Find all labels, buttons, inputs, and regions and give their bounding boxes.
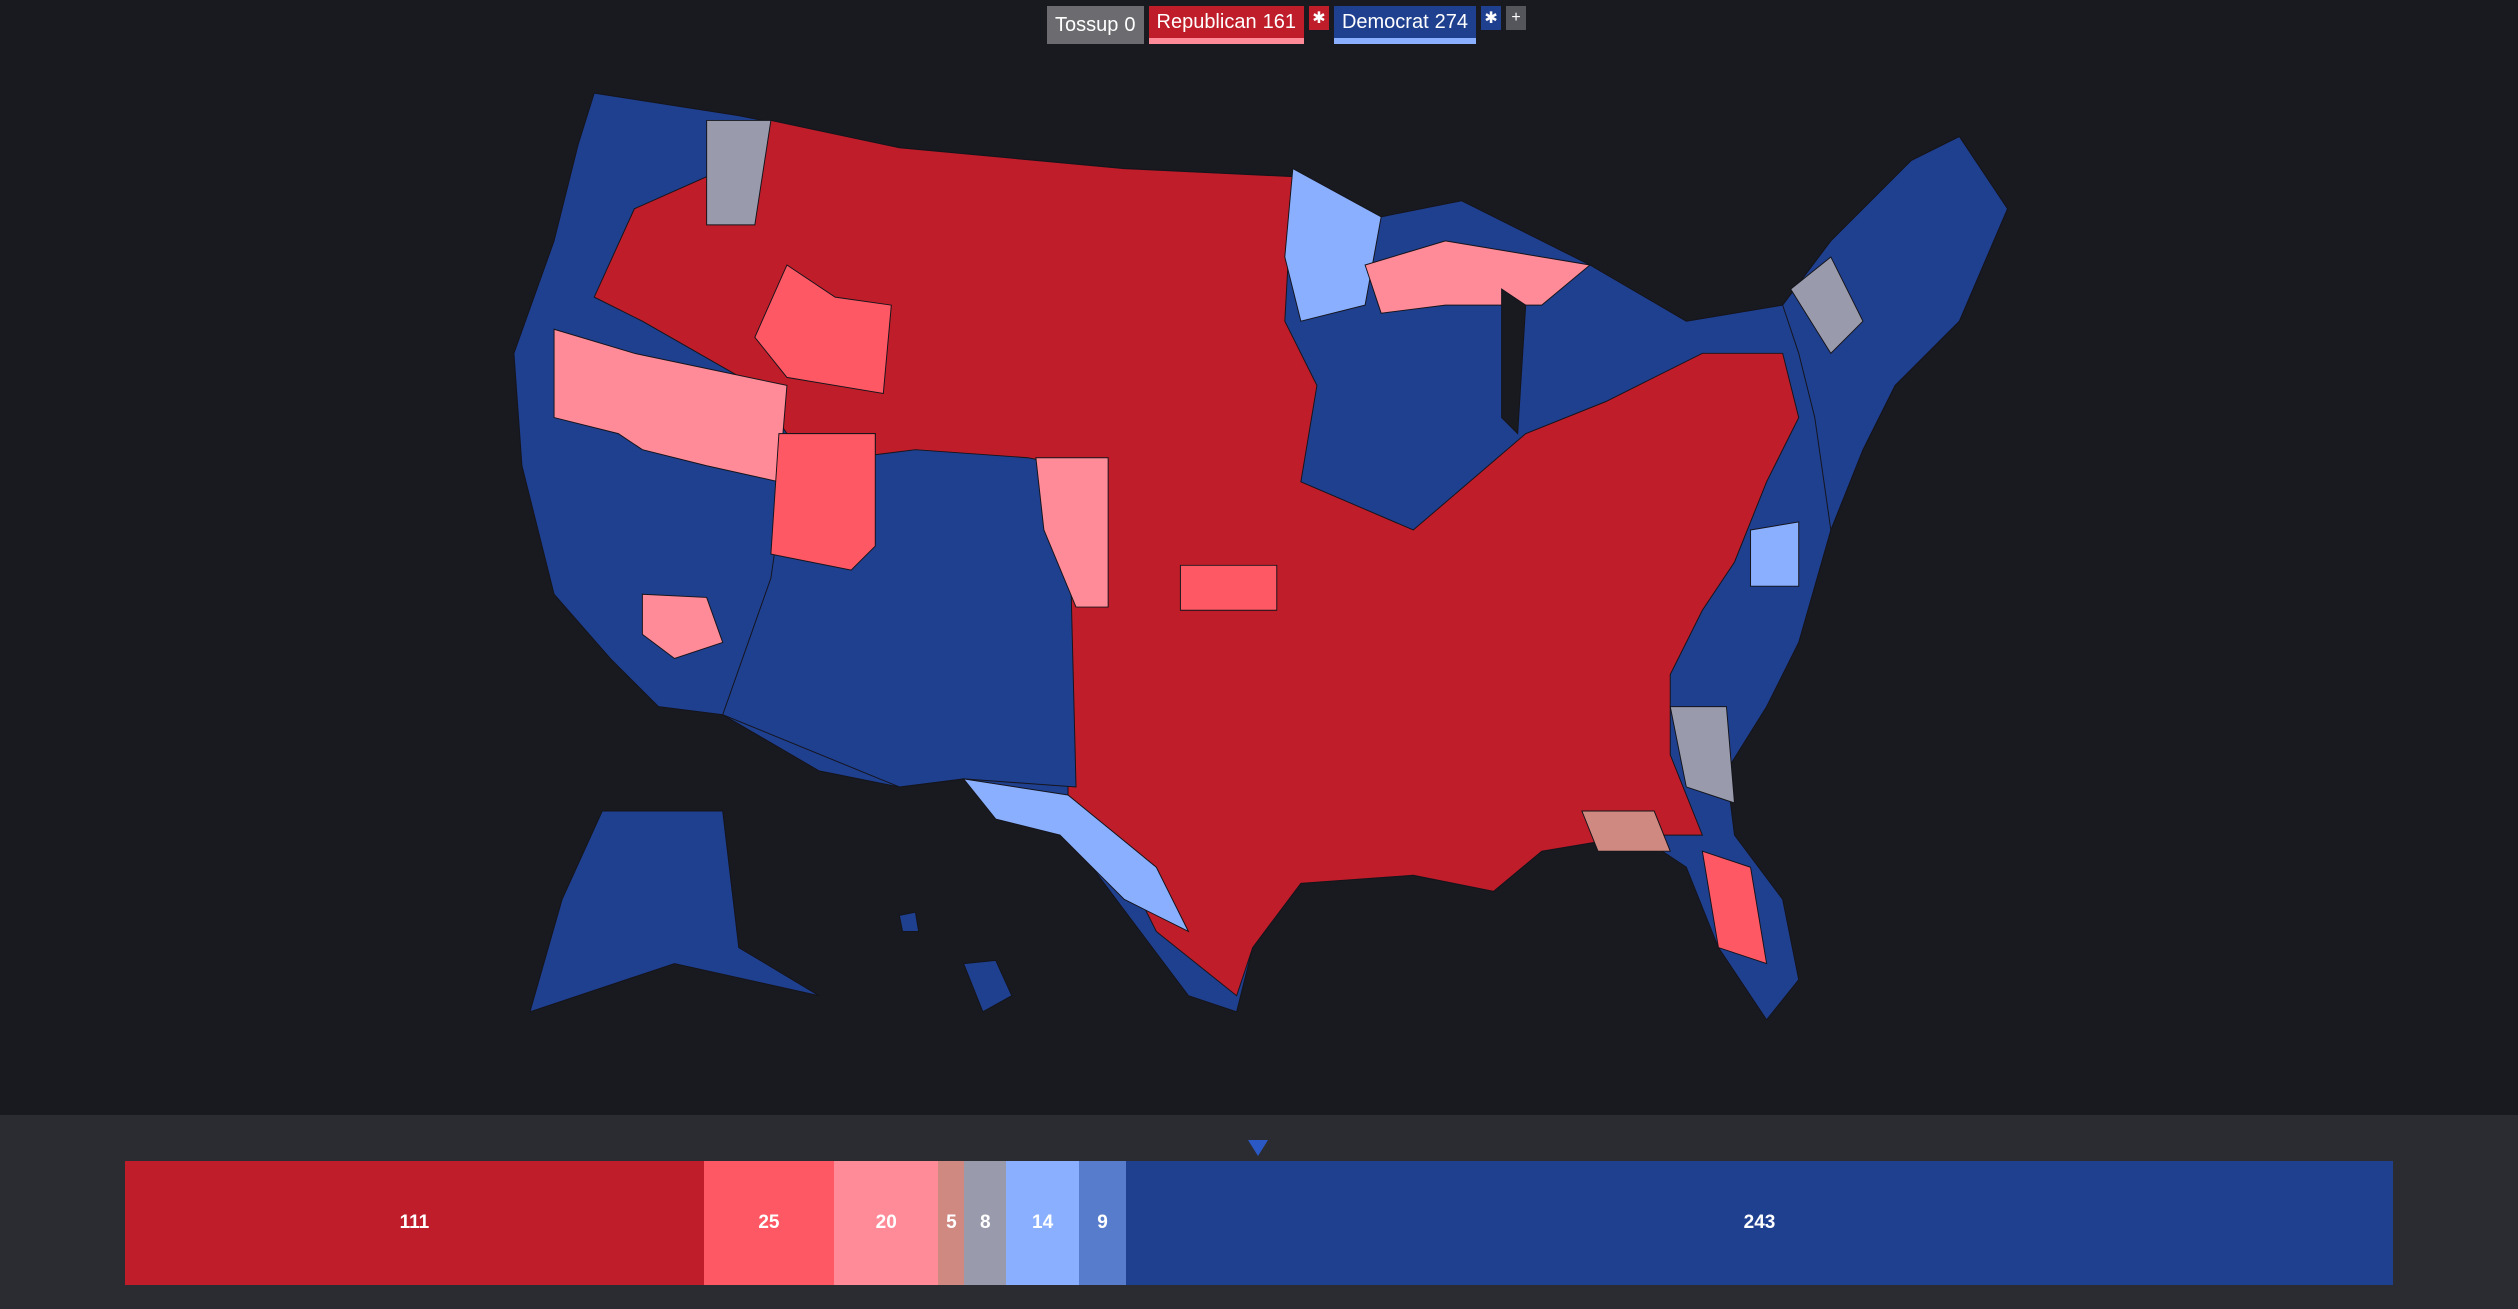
tossup-button[interactable]: Tossup 0 — [1047, 6, 1144, 44]
count: 0 — [1124, 13, 1136, 36]
bar-segment[interactable]: 20 — [834, 1161, 939, 1285]
region-salmon[interactable] — [1179, 564, 1278, 611]
region-pink[interactable] — [1364, 240, 1592, 314]
segment-label: 25 — [758, 1212, 780, 1233]
bar-segment[interactable]: 111 — [125, 1161, 704, 1285]
region-gray[interactable] — [1790, 256, 1864, 355]
bar-segment[interactable]: 14 — [1006, 1161, 1080, 1285]
segment-label: 9 — [1097, 1212, 1108, 1233]
republican-button[interactable]: Republican 161 — [1148, 6, 1304, 44]
bar-segment[interactable]: 243 — [1126, 1161, 2393, 1285]
region-alaska[interactable] — [529, 810, 820, 1013]
summary-panel: 111 25 20 5 8 14 9 243 — [0, 1115, 2518, 1309]
democrat-settings[interactable]: ✱ — [1481, 6, 1502, 30]
region-salmon[interactable] — [754, 264, 892, 395]
bar-segment[interactable]: 5 — [938, 1161, 965, 1285]
add-party-button[interactable]: + — [1506, 6, 1527, 30]
bar-segment[interactable]: 9 — [1079, 1161, 1127, 1285]
region-hawaii[interactable] — [962, 959, 1013, 1013]
segment-label: 20 — [875, 1212, 897, 1233]
region-salmon[interactable] — [1581, 810, 1671, 852]
region-lightblue[interactable] — [1750, 521, 1800, 587]
label: Democrat — [1341, 10, 1429, 33]
label: Republican — [1156, 10, 1257, 33]
region-lightblue[interactable] — [962, 778, 1190, 933]
region-gray[interactable] — [706, 119, 772, 226]
count: 161 — [1262, 10, 1296, 33]
bar-segment[interactable]: 8 — [964, 1161, 1007, 1285]
region-lake — [1501, 288, 1527, 435]
segment-label: 111 — [399, 1212, 430, 1233]
region-lightblue[interactable] — [1284, 167, 1382, 322]
region-pink[interactable] — [553, 328, 788, 483]
segment-label: 8 — [979, 1212, 991, 1233]
segment-label: 5 — [946, 1212, 957, 1233]
label: Tossup — [1055, 13, 1119, 36]
region-pink[interactable] — [641, 593, 724, 659]
republican-settings[interactable]: ✱ — [1308, 6, 1329, 30]
bar-segment[interactable]: 25 — [703, 1161, 835, 1285]
midpoint-marker — [1248, 1140, 1268, 1156]
segment-label: 14 — [1032, 1212, 1054, 1233]
democrat-button[interactable]: Democrat 274 — [1333, 6, 1477, 44]
region-blue[interactable] — [1782, 135, 2009, 532]
count: 274 — [1434, 10, 1469, 33]
region-hawaii[interactable] — [898, 911, 920, 932]
region-gray[interactable] — [1669, 706, 1736, 804]
region-salmon[interactable] — [1701, 850, 1768, 965]
region-salmon[interactable] — [770, 433, 876, 571]
party-toolbar: Tossup 0 Republican 161 ✱ Democrat 274 ✱ + — [1047, 6, 1527, 44]
segment-label: 243 — [1743, 1212, 1776, 1233]
map — [513, 92, 2009, 1021]
summary-bar: 111 25 20 5 8 14 9 243 — [125, 1161, 2393, 1285]
region-pink[interactable] — [1035, 457, 1109, 608]
